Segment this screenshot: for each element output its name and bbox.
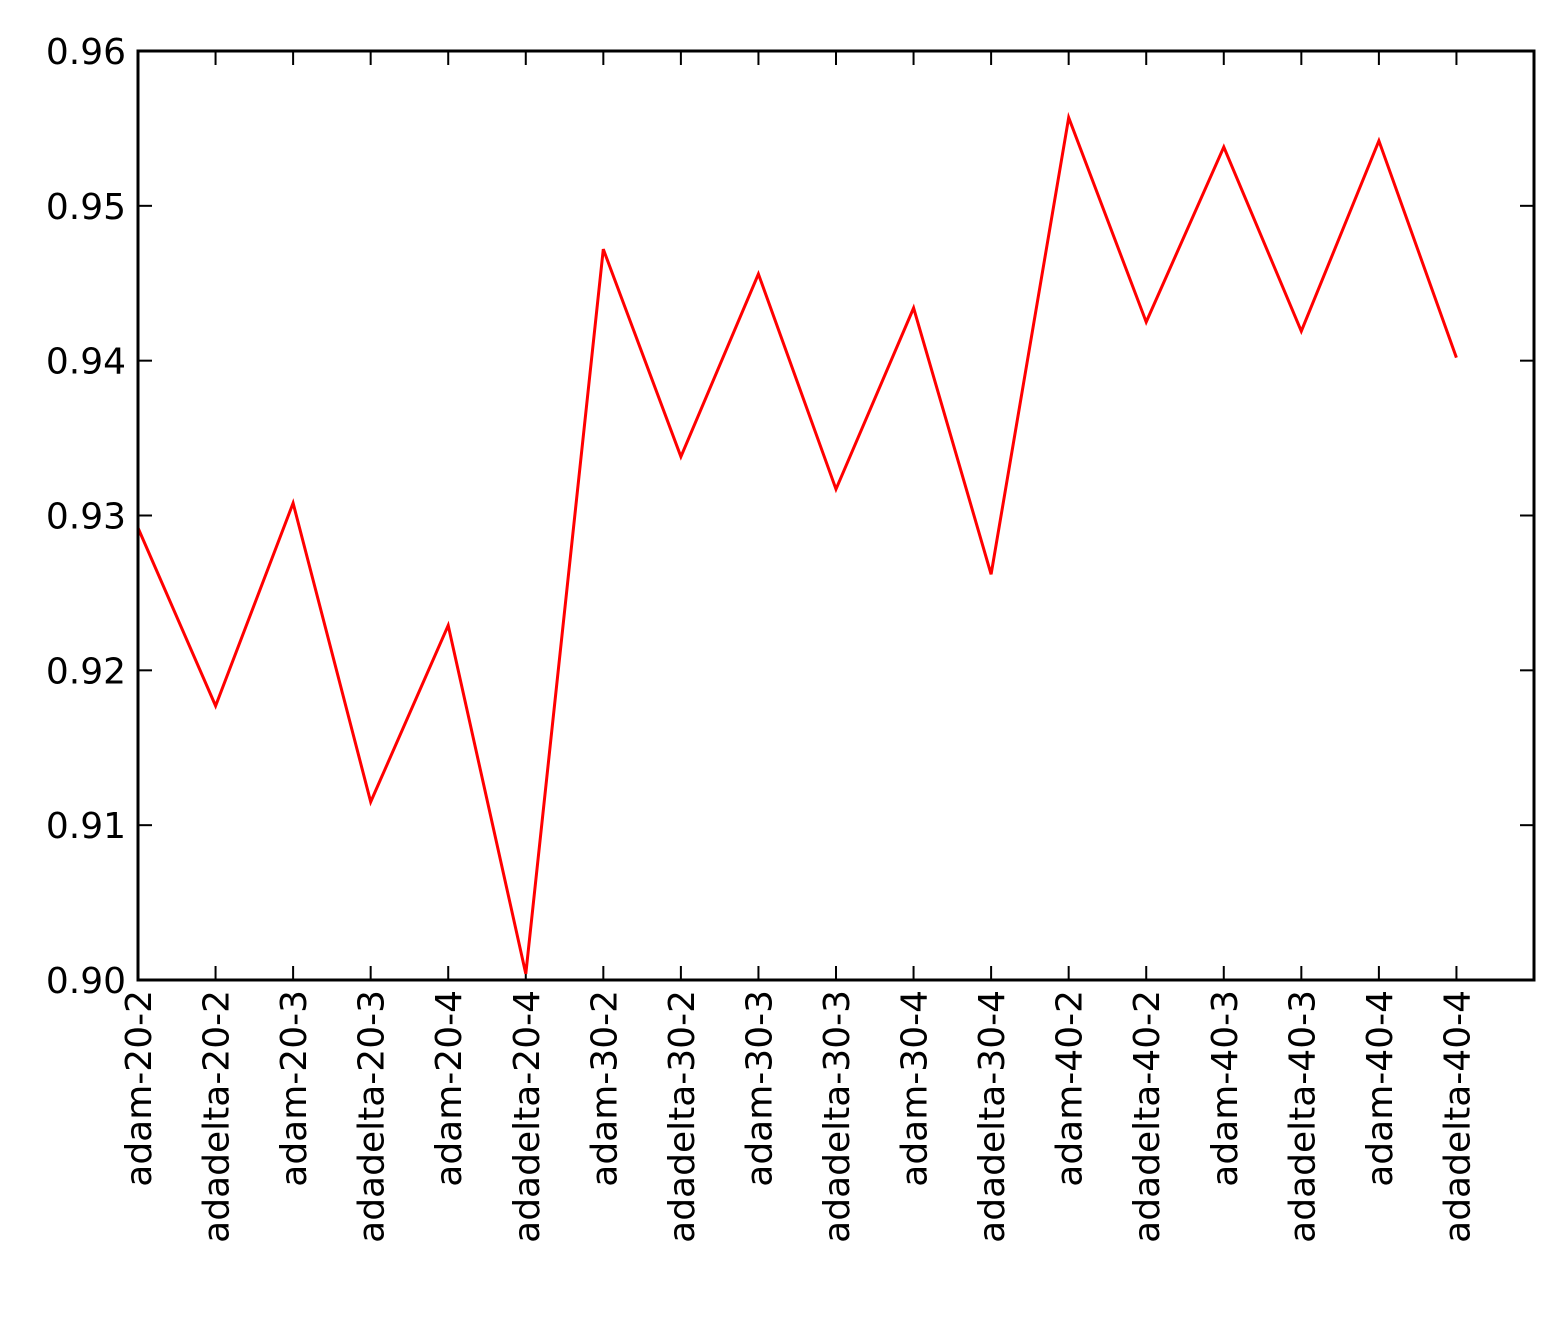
x-tick-label: adam-20-3 (274, 990, 315, 1187)
y-tick-label: 0.96 (46, 32, 126, 73)
y-tick-label: 0.92 (46, 651, 126, 692)
x-tick-label: adam-40-4 (1360, 990, 1401, 1187)
x-tick-label: adam-30-4 (895, 990, 936, 1187)
x-tick-label: adam-40-3 (1205, 990, 1246, 1187)
x-axis-labels: adam-20-2 adadelta-20-2 adam-20-3 adadelta-… (119, 990, 1478, 1243)
y-tick-label: 0.91 (46, 806, 126, 847)
x-tick-label: adadelta-20-3 (352, 990, 393, 1243)
series-layer (138, 117, 1457, 973)
x-tick-label: adam-40-2 (1050, 990, 1091, 1187)
x-tick-label: adadelta-20-2 (197, 990, 238, 1243)
x-tick-label: adam-20-2 (119, 990, 160, 1187)
x-tick-label: adadelta-40-3 (1282, 990, 1323, 1243)
x-tick-label: adadelta-40-2 (1127, 990, 1168, 1243)
plot-frame (138, 51, 1534, 980)
x-tick-label: adam-20-4 (429, 990, 470, 1187)
tick-marks (138, 51, 1534, 980)
x-tick-label: adam-30-3 (739, 990, 780, 1187)
y-axis-labels: 0.90 0.91 0.92 0.93 0.94 0.95 0.96 (46, 32, 126, 1002)
x-tick-label: adadelta-20-4 (507, 990, 548, 1243)
y-tick-label: 0.93 (46, 497, 126, 538)
y-tick-label: 0.94 (46, 342, 126, 383)
x-tick-label: adam-30-2 (584, 990, 625, 1187)
y-tick-label: 0.90 (46, 961, 126, 1002)
x-tick-label: adadelta-30-2 (662, 990, 703, 1243)
x-tick-label: adadelta-40-4 (1437, 990, 1478, 1243)
y-tick-label: 0.95 (46, 187, 126, 228)
series-line (138, 118, 1456, 974)
x-tick-label: adadelta-30-4 (972, 990, 1013, 1243)
x-tick-label: adadelta-30-3 (817, 990, 858, 1243)
